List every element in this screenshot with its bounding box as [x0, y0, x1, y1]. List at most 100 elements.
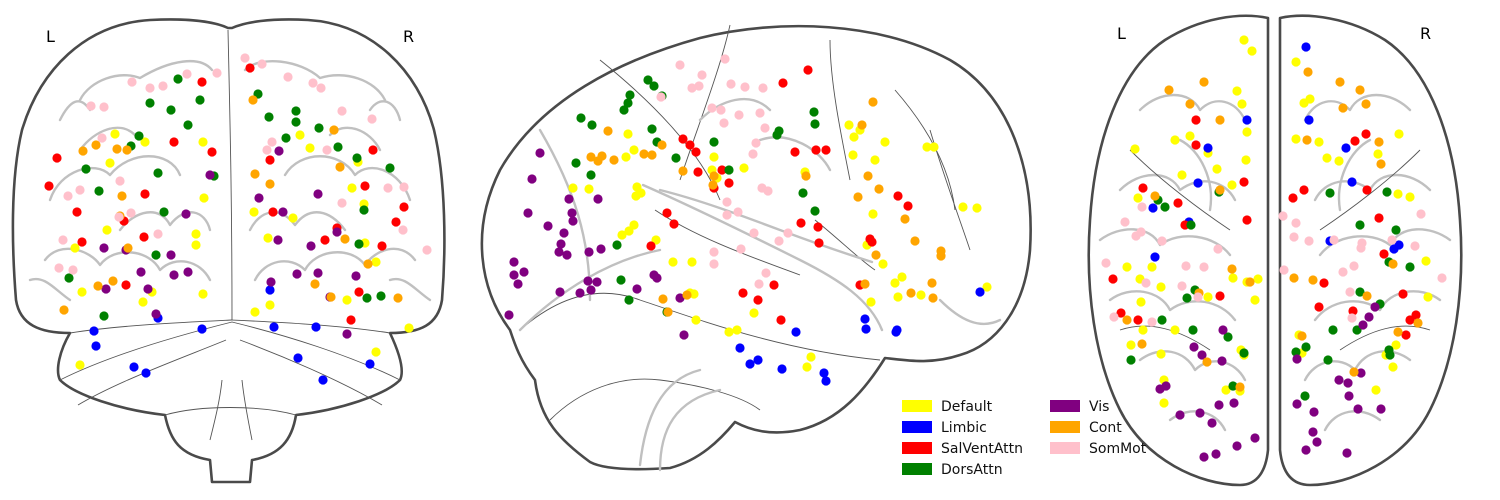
node-marker-vis	[1175, 410, 1185, 420]
node-marker-sommot	[1289, 232, 1299, 242]
node-marker-sommot	[127, 77, 137, 87]
node-marker-cont	[853, 192, 863, 202]
node-marker-vis	[593, 194, 603, 204]
node-marker-vis	[342, 329, 352, 339]
legend-swatch-default	[902, 400, 932, 412]
node-marker-dorsattn	[798, 188, 808, 198]
node-marker-dorsattn	[1188, 325, 1198, 335]
node-marker-vis	[1334, 375, 1344, 385]
node-marker-default	[958, 202, 968, 212]
node-marker-default	[1322, 153, 1332, 163]
node-marker-default	[404, 323, 414, 333]
node-marker-cont	[871, 250, 881, 260]
node-marker-dorsattn	[616, 275, 626, 285]
node-marker-default	[621, 152, 631, 162]
node-marker-cont	[1362, 291, 1372, 301]
node-marker-sommot	[783, 228, 793, 238]
node-marker-cont	[1361, 99, 1371, 109]
node-marker-limbic	[735, 343, 745, 353]
node-marker-salventattn	[1374, 213, 1384, 223]
node-marker-default	[1334, 156, 1344, 166]
node-marker-salventattn	[1299, 185, 1309, 195]
node-marker-cont	[639, 149, 649, 159]
node-marker-default	[880, 137, 890, 147]
node-marker-cont	[91, 140, 101, 150]
node-marker-dorsattn	[587, 120, 597, 130]
node-marker-limbic	[975, 287, 985, 297]
node-marker-cont	[603, 126, 613, 136]
axial-dots	[1101, 35, 1447, 462]
node-marker-default	[1138, 325, 1148, 335]
node-marker-dorsattn	[571, 158, 581, 168]
node-marker-dorsattn	[159, 207, 169, 217]
node-marker-salventattn	[1319, 278, 1329, 288]
node-marker-sommot	[58, 235, 68, 245]
node-marker-vis	[652, 273, 662, 283]
legend-swatch-sommot	[1050, 442, 1080, 454]
node-marker-cont	[1235, 382, 1245, 392]
node-marker-default	[249, 207, 259, 217]
node-marker-cont	[1297, 331, 1307, 341]
legend-swatch-vis	[1050, 400, 1080, 412]
node-marker-vis	[568, 216, 578, 226]
node-marker-sommot	[1437, 273, 1447, 283]
node-marker-vis	[183, 267, 193, 277]
node-marker-default	[105, 158, 115, 168]
node-marker-vis	[575, 288, 585, 298]
node-marker-cont	[1388, 259, 1398, 269]
node-marker-dorsattn	[709, 137, 719, 147]
node-marker-dorsattn	[1239, 348, 1249, 358]
node-marker-vis	[555, 287, 565, 297]
node-marker-vis	[313, 268, 323, 278]
node-marker-limbic	[1341, 143, 1351, 153]
node-marker-sommot	[86, 101, 96, 111]
node-marker-default	[138, 297, 148, 307]
node-marker-cont	[874, 184, 884, 194]
node-marker-default	[1221, 385, 1231, 395]
node-marker-cont	[1349, 367, 1359, 377]
node-marker-limbic	[1304, 115, 1314, 125]
node-marker-salventattn	[1116, 308, 1126, 318]
node-marker-dorsattn	[376, 291, 386, 301]
node-marker-vis	[101, 284, 111, 294]
node-marker-sommot	[697, 70, 707, 80]
node-marker-vis	[1195, 408, 1205, 418]
node-marker-salventattn	[1411, 310, 1421, 320]
node-marker-dorsattn	[809, 107, 819, 117]
node-marker-dorsattn	[671, 153, 681, 163]
node-marker-dorsattn	[385, 163, 395, 173]
node-marker-sommot	[774, 236, 784, 246]
node-marker-dorsattn	[1325, 188, 1335, 198]
node-marker-salventattn	[790, 147, 800, 157]
node-marker-default	[623, 129, 633, 139]
node-marker-limbic	[1347, 177, 1357, 187]
node-marker-dorsattn	[1182, 293, 1192, 303]
node-marker-dorsattn	[1323, 355, 1333, 365]
node-marker-cont	[363, 259, 373, 269]
node-marker-default	[1228, 273, 1238, 283]
node-marker-sommot	[257, 59, 267, 69]
node-marker-vis	[527, 174, 537, 184]
node-marker-limbic	[293, 353, 303, 363]
node-marker-cont	[108, 276, 118, 286]
node-marker-salventattn	[811, 145, 821, 155]
node-marker-sommot	[1357, 238, 1367, 248]
node-marker-salventattn	[207, 147, 217, 157]
node-marker-default	[1126, 340, 1136, 350]
node-marker-vis	[266, 277, 276, 287]
node-marker-vis	[1218, 325, 1228, 335]
node-marker-default	[288, 213, 298, 223]
node-marker-default	[584, 184, 594, 194]
axial-right-label: R	[1420, 24, 1431, 43]
node-marker-default	[1237, 99, 1247, 109]
node-marker-cont	[868, 97, 878, 107]
node-marker-salventattn	[717, 165, 727, 175]
node-marker-cont	[609, 155, 619, 165]
node-marker-sommot	[722, 197, 732, 207]
node-marker-vis	[1343, 378, 1353, 388]
node-marker-default	[617, 230, 627, 240]
node-marker-salventattn	[391, 217, 401, 227]
node-marker-vis	[278, 207, 288, 217]
node-marker-vis	[1376, 404, 1386, 414]
